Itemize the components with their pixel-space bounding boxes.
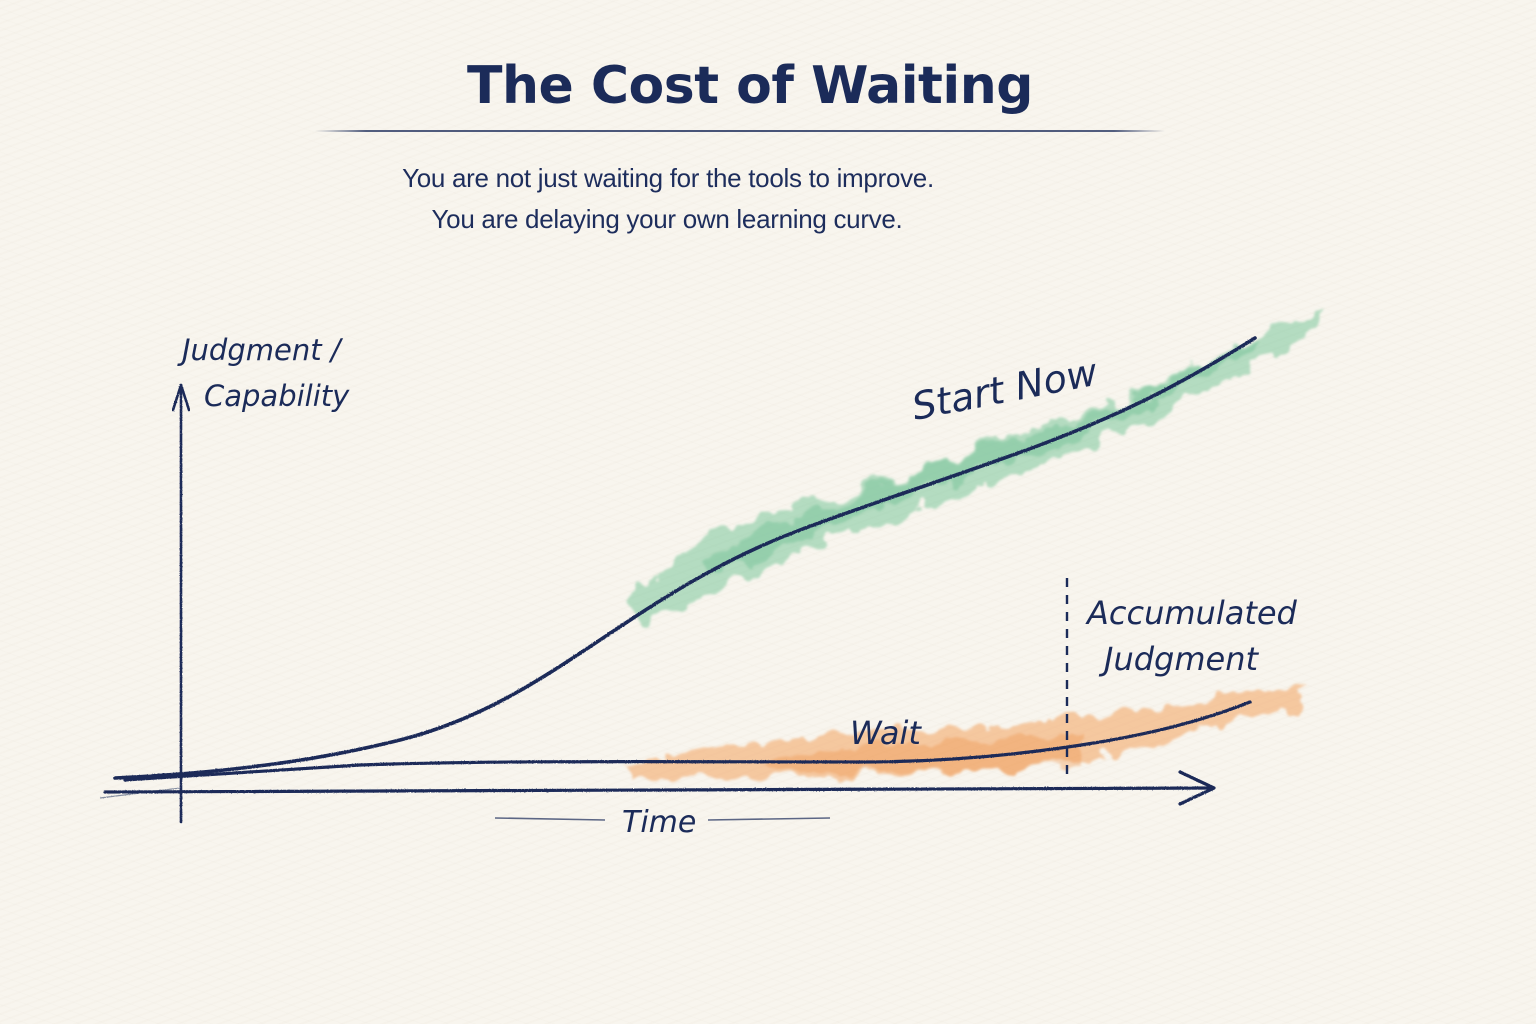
wait-curve xyxy=(123,700,1252,782)
page-title: The Cost of Waiting xyxy=(467,56,1033,116)
y-axis-label-line-1: Judgment / xyxy=(177,333,344,367)
y-axis xyxy=(171,383,191,824)
x-axis-arrow-icon xyxy=(1178,770,1216,806)
wait-label: Wait xyxy=(850,714,922,752)
subtitle-line-2: You are delaying your own learning curve… xyxy=(431,204,903,234)
time-label-left-rule xyxy=(494,817,606,821)
subtitle-line-1: You are not just waiting for the tools t… xyxy=(402,163,934,193)
accumulated-judgment-label-line-1: Accumulated xyxy=(1085,594,1298,632)
x-axis xyxy=(99,770,1216,806)
y-axis-label-line-2: Capability xyxy=(204,379,350,413)
y-axis-arrow-icon xyxy=(171,383,191,412)
title-divider xyxy=(315,130,1165,132)
start-now-curve xyxy=(113,336,1257,780)
wait-wash xyxy=(630,688,1310,778)
accumulated-judgment-label-line-2: Judgment xyxy=(1098,640,1259,678)
x-axis-label: Time xyxy=(622,805,696,840)
time-label-right-rule xyxy=(707,817,831,821)
